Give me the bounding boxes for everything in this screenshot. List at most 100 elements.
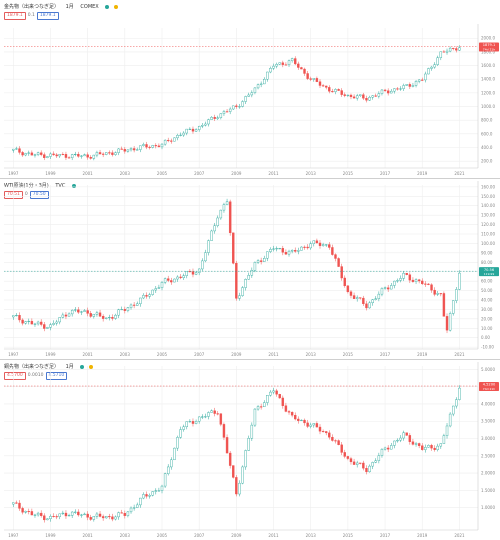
candle-body[interactable] [448, 313, 452, 331]
candle-body[interactable] [83, 310, 86, 312]
candle-body[interactable] [160, 282, 164, 288]
candle-body[interactable] [309, 78, 312, 80]
copper-chart[interactable]: 1.0000 1.5000 2.0000 2.5000 3.0000 3.5000 4.00… [0, 360, 500, 540]
candle-body[interactable] [201, 125, 204, 127]
candle-body[interactable] [33, 514, 37, 516]
candle-body[interactable] [377, 455, 381, 461]
candle-body[interactable] [136, 303, 139, 306]
candle-body[interactable] [377, 293, 381, 299]
candle-body[interactable] [21, 152, 24, 156]
candle-body[interactable] [352, 96, 356, 99]
candle-body[interactable] [43, 154, 46, 158]
candle-body[interactable] [204, 416, 207, 418]
candle-body[interactable] [253, 262, 257, 271]
candle-body[interactable] [340, 266, 343, 279]
candle-body[interactable] [331, 247, 334, 255]
candle-body[interactable] [142, 295, 145, 299]
candle-body[interactable] [117, 148, 120, 153]
candle-body[interactable] [359, 297, 362, 299]
candle-body[interactable] [129, 148, 133, 151]
candle-body[interactable] [43, 324, 46, 329]
candle-body[interactable] [27, 320, 30, 322]
candle-body[interactable] [201, 260, 204, 270]
candle-body[interactable] [188, 128, 192, 130]
candle-body[interactable] [61, 153, 65, 155]
candle-body[interactable] [337, 440, 340, 446]
candle-body[interactable] [30, 511, 34, 516]
candle-body[interactable] [139, 297, 142, 305]
candle-body[interactable] [12, 315, 15, 318]
candle-body[interactable] [414, 279, 418, 282]
candle-body[interactable] [297, 63, 300, 68]
candle-body[interactable] [445, 316, 449, 331]
candle-body[interactable] [300, 419, 303, 421]
candle-body[interactable] [154, 145, 158, 147]
candle-body[interactable] [343, 452, 346, 457]
candle-body[interactable] [163, 139, 167, 145]
candle-body[interactable] [328, 244, 331, 248]
candle-body[interactable] [430, 66, 433, 69]
candle-body[interactable] [92, 516, 96, 520]
candle-body[interactable] [263, 79, 266, 85]
candle-body[interactable] [427, 445, 430, 448]
candle-body[interactable] [439, 293, 443, 295]
candle-body[interactable] [436, 293, 439, 295]
candle-body[interactable] [427, 283, 430, 285]
candle-body[interactable] [139, 145, 142, 150]
candle-body[interactable] [315, 240, 319, 244]
candle-body[interactable] [120, 512, 123, 514]
candle-body[interactable] [371, 462, 374, 467]
candle-body[interactable] [194, 272, 198, 275]
candle-body[interactable] [405, 272, 408, 275]
candle-body[interactable] [266, 71, 269, 80]
candle-body[interactable] [436, 445, 439, 450]
candle-body[interactable] [24, 153, 27, 156]
candle-body[interactable] [132, 304, 136, 306]
candle-body[interactable] [324, 431, 328, 434]
candle-body[interactable] [433, 64, 436, 68]
candle-body[interactable] [442, 435, 446, 444]
sell-price-box[interactable]: 4.5700 [4, 372, 26, 380]
candle-body[interactable] [182, 426, 185, 430]
candle-body[interactable] [52, 323, 55, 325]
candle-body[interactable] [170, 459, 173, 468]
candle-body[interactable] [238, 106, 241, 108]
candle-body[interactable] [287, 60, 291, 66]
candle-body[interactable] [114, 314, 117, 319]
candle-body[interactable] [225, 437, 229, 454]
candle-body[interactable] [70, 309, 74, 315]
candle-body[interactable] [83, 154, 86, 157]
candle-body[interactable] [306, 422, 309, 427]
candle-body[interactable] [77, 511, 80, 516]
candle-body[interactable] [185, 421, 188, 428]
candle-body[interactable] [269, 249, 272, 252]
candle-body[interactable] [352, 295, 356, 299]
candle-body[interactable] [21, 319, 24, 324]
candle-body[interactable] [238, 295, 241, 299]
candle-body[interactable] [235, 263, 238, 299]
candle-body[interactable] [343, 94, 346, 96]
candle-body[interactable] [67, 313, 71, 317]
candle-body[interactable] [222, 111, 226, 114]
candle-body[interactable] [244, 279, 247, 288]
candle-body[interactable] [232, 105, 235, 110]
candle-body[interactable] [114, 152, 117, 155]
candle-body[interactable] [52, 516, 55, 518]
candle-body[interactable] [386, 287, 390, 290]
candle-body[interactable] [355, 462, 359, 465]
candle-body[interactable] [359, 94, 362, 96]
candle-body[interactable] [346, 94, 350, 96]
candle-body[interactable] [148, 495, 151, 497]
candle-body[interactable] [86, 154, 89, 158]
candle-body[interactable] [362, 462, 365, 469]
candle-body[interactable] [275, 64, 278, 67]
candle-body[interactable] [67, 515, 71, 517]
candle-body[interactable] [216, 217, 219, 226]
candle-body[interactable] [455, 289, 458, 301]
candle-body[interactable] [312, 240, 316, 244]
candle-body[interactable] [86, 513, 89, 518]
candle-body[interactable] [272, 248, 275, 250]
candle-body[interactable] [430, 445, 433, 449]
candle-body[interactable] [355, 95, 359, 99]
candle-body[interactable] [408, 435, 412, 442]
